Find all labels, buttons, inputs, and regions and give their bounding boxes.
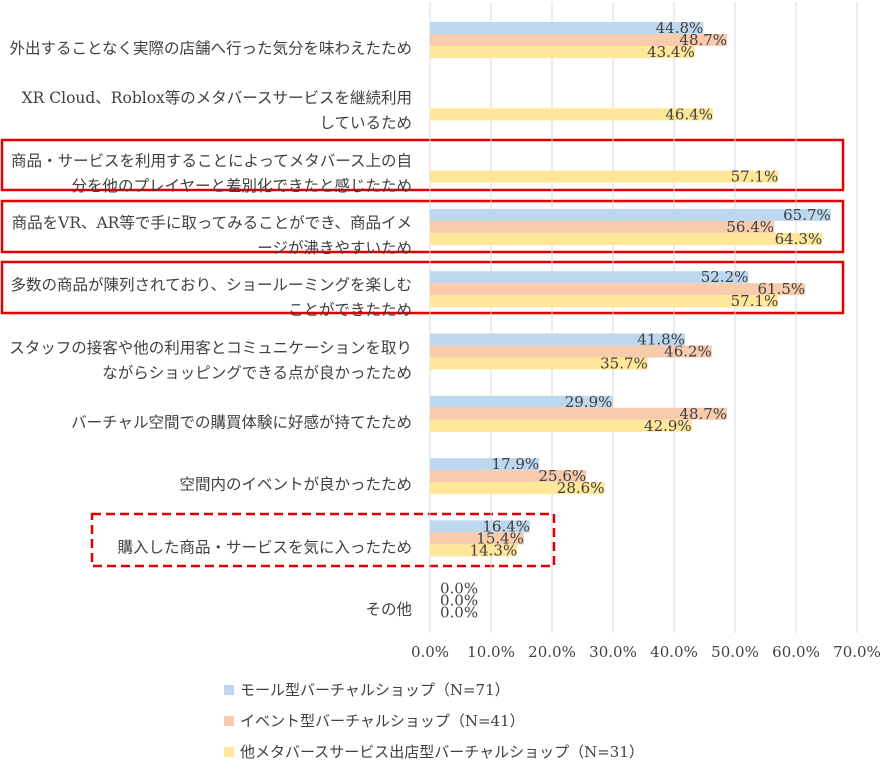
highlight-box	[0, 260, 845, 315]
x-tick-label: 50.0%	[711, 643, 759, 661]
legend-label: モール型バーチャルショップ（N=71）	[240, 681, 510, 699]
value-label: 29.9%	[565, 393, 613, 411]
value-label: 35.7%	[600, 355, 648, 373]
category-label: 空間内のイベントが良かったため	[179, 475, 412, 494]
value-label: 0.0%	[440, 580, 478, 598]
value-label: 48.7%	[679, 31, 727, 49]
x-tick-label: 10.0%	[467, 643, 515, 661]
category-label: 外出することなく実際の店舗へ行った気分を味わえたため	[9, 39, 412, 58]
legend-label: イベント型バーチャルショップ（N=41）	[240, 712, 525, 730]
legend-swatch	[224, 685, 234, 695]
value-label: 61.5%	[757, 280, 805, 298]
bar	[430, 22, 704, 34]
value-label: 65.7%	[783, 206, 831, 224]
category-label: XR Cloud、Roblox等のメタバースサービスを継続利用しているため	[21, 89, 412, 133]
x-tick-label: 30.0%	[589, 643, 637, 661]
bar	[430, 395, 613, 408]
bar	[430, 108, 714, 121]
value-label: 17.9%	[492, 455, 540, 473]
bar	[430, 357, 648, 370]
highlight-box	[0, 138, 845, 192]
value-label: 64.3%	[775, 230, 823, 248]
bar	[430, 419, 692, 432]
value-label: 28.6%	[557, 479, 605, 497]
legend-swatch	[224, 716, 234, 726]
category-label: 商品をVR、AR等で手に取ってみることができ、商品イメージが沸きやすいため	[11, 214, 412, 258]
bar	[430, 482, 605, 495]
bar	[430, 46, 695, 58]
x-tick-label: 60.0%	[772, 643, 820, 661]
value-label: 25.6%	[539, 467, 587, 485]
category-label: バーチャル空間での購買体験に好感が持てたため	[71, 413, 412, 432]
value-label: 15.4%	[476, 529, 524, 547]
bar	[430, 407, 728, 420]
bar	[430, 220, 775, 233]
value-label: 46.2%	[664, 343, 712, 361]
bar	[430, 544, 518, 557]
category-label: その他	[365, 600, 412, 619]
value-label: 52.2%	[701, 268, 749, 286]
value-label: 43.4%	[647, 43, 695, 61]
bar	[430, 170, 779, 183]
bar	[430, 208, 831, 221]
category-label: スタッフの接客や他の利用客とコミュニケーションを取りながらショッピングできる点が…	[9, 338, 412, 382]
value-label: 42.9%	[644, 417, 692, 435]
category-label: 商品・サービスを利用することによってメタバース上の自分を他のプレイヤーと差別化で…	[11, 151, 412, 195]
value-label: 57.1%	[731, 292, 779, 310]
x-tick-label: 70.0%	[833, 643, 881, 661]
x-tick-label: 0.0%	[411, 643, 449, 661]
value-label: 57.1%	[731, 168, 779, 186]
bar	[430, 34, 728, 46]
highlight-box-dashed	[90, 512, 556, 568]
value-label: 44.8%	[656, 19, 704, 37]
bar	[430, 283, 806, 296]
bar	[430, 470, 587, 483]
x-tick-label: 40.0%	[650, 643, 698, 661]
bar	[430, 232, 823, 245]
value-label: 0.0%	[440, 592, 478, 610]
x-tick-label: 20.0%	[528, 643, 576, 661]
category-label: 購入した商品・サービスを気に入ったため	[117, 538, 412, 557]
bar	[430, 295, 779, 308]
legend-label: 他メタバースサービス出店型バーチャルショップ（N=31）	[240, 743, 644, 761]
value-label: 46.4%	[665, 105, 713, 123]
value-label: 41.8%	[637, 331, 685, 349]
value-label: 48.7%	[679, 405, 727, 423]
bar	[430, 271, 749, 284]
value-label: 0.0%	[440, 604, 478, 622]
value-label: 16.4%	[482, 517, 530, 535]
bar	[430, 532, 524, 545]
bar	[430, 520, 531, 533]
legend-swatch	[224, 747, 234, 757]
highlight-box	[0, 199, 845, 254]
value-label: 14.3%	[470, 541, 518, 559]
bar	[430, 458, 540, 471]
bar	[430, 333, 685, 346]
value-label: 56.4%	[726, 218, 774, 236]
bar	[430, 345, 712, 358]
category-label: 多数の商品が陳列されており、ショールーミングを楽しむことができたため	[10, 276, 412, 320]
